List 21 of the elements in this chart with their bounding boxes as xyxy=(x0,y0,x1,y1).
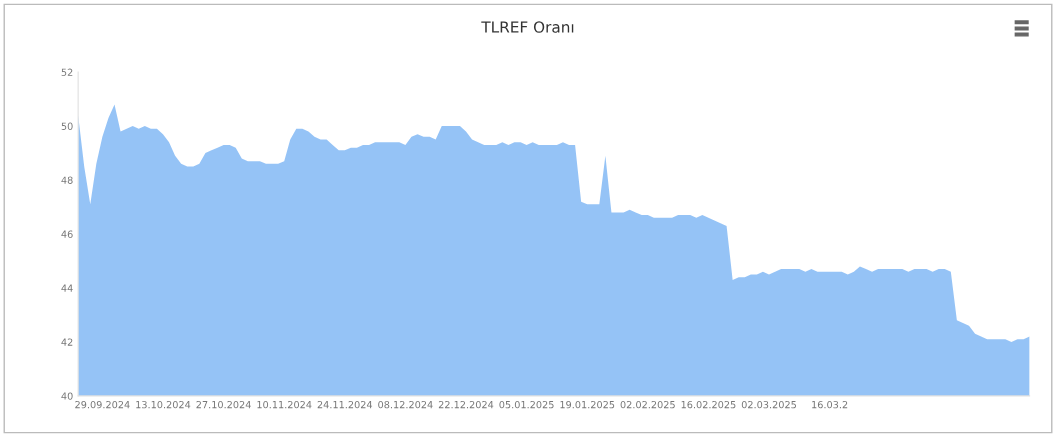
x-tick-label: 02.03.2025 xyxy=(741,400,796,409)
x-tick-label: 05.01.2025 xyxy=(499,400,554,409)
x-tick-label: 19.01.2025 xyxy=(560,400,615,409)
x-tick-label: 22.12.2024 xyxy=(438,400,494,409)
x-tick-label: 13.10.2024 xyxy=(136,400,191,409)
x-tick-label: 29.09.2024 xyxy=(75,400,130,409)
x-tick-label: 10.11.2024 xyxy=(257,400,312,409)
x-tick-label: 27.10.2024 xyxy=(196,400,251,409)
chart-title: TLREF Oranı xyxy=(481,21,574,33)
x-tick-label: 24.11.2024 xyxy=(317,400,373,409)
x-tick-label: 16.02.2025 xyxy=(681,400,736,409)
y-tick-label: 48 xyxy=(61,176,73,184)
y-tick-label: 40 xyxy=(61,392,73,400)
y-tick-label: 50 xyxy=(61,122,73,130)
y-tick-label: 46 xyxy=(61,230,73,238)
y-tick-label: 52 xyxy=(61,68,73,76)
x-tick-label: 08.12.2024 xyxy=(378,400,433,409)
y-tick-label: 42 xyxy=(61,338,73,346)
x-tick-label: 16.03.2 xyxy=(812,400,848,409)
y-tick-label: 44 xyxy=(61,284,73,292)
x-tick-label: 02.02.2025 xyxy=(620,400,675,409)
